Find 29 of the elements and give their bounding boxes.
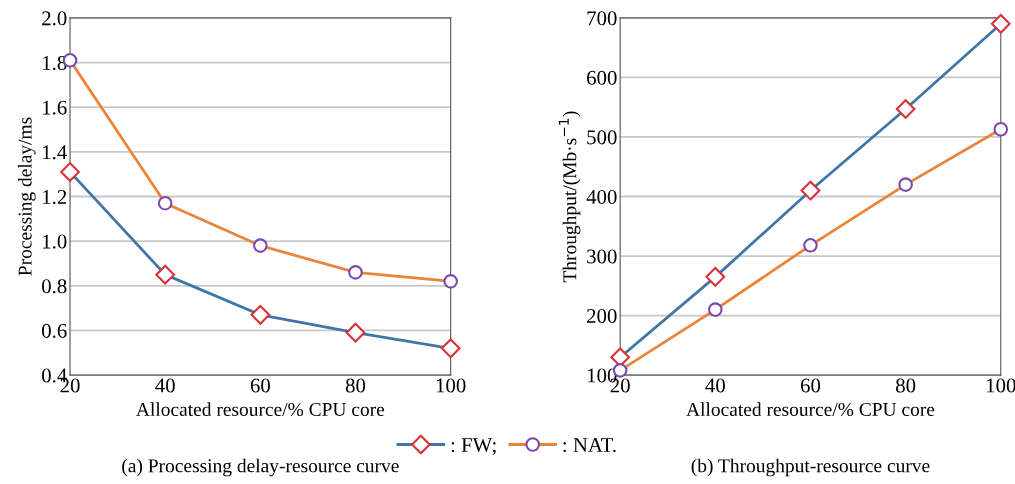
- y-tick-label: 700: [587, 11, 617, 26]
- x-axis-title: Allocated resource/% CPU core: [136, 402, 385, 417]
- y-tick-label: 1.0: [43, 234, 67, 249]
- legend-label: : NAT.: [563, 438, 616, 453]
- y-tick-label: 600: [587, 70, 617, 85]
- y-tick-label: 1.2: [43, 189, 67, 205]
- x-tick-label: 60: [250, 378, 270, 393]
- text: (b) Throughput-resource curve: [691, 458, 930, 477]
- y-tick-label: 500: [587, 130, 617, 145]
- y-tick-label: 200: [587, 308, 617, 323]
- x-tick-label: 40: [155, 378, 175, 393]
- y-tick-label: 0.6: [42, 323, 67, 338]
- y-tick-label: 1.4: [43, 145, 67, 160]
- x-tick-label: 80: [345, 378, 366, 393]
- x-tick-label: 80: [896, 378, 916, 393]
- y-axis-title: Throughput/(Mb·s$^{−1}$): [558, 111, 581, 283]
- x-tick-label: 60: [800, 378, 821, 393]
- y-tick-label: 1.6: [43, 100, 67, 115]
- y-axis-title: Processing delay/ms: [17, 117, 36, 276]
- y-tick-label: 400: [586, 189, 617, 204]
- y-tick-label: 300: [587, 249, 617, 264]
- x-tick-label: 100: [987, 378, 1015, 393]
- y-tick-label: 0.8: [42, 279, 67, 294]
- y-tick-label: 2.0: [42, 11, 67, 26]
- x-axis-title: Allocated resource/% CPU core: [686, 402, 935, 417]
- x-tick-label: 40: [705, 378, 725, 393]
- legend-label: : FW;: [451, 438, 496, 456]
- text: (a) Processing delay-resource curve: [122, 458, 399, 477]
- x-tick-label: 100: [436, 378, 466, 393]
